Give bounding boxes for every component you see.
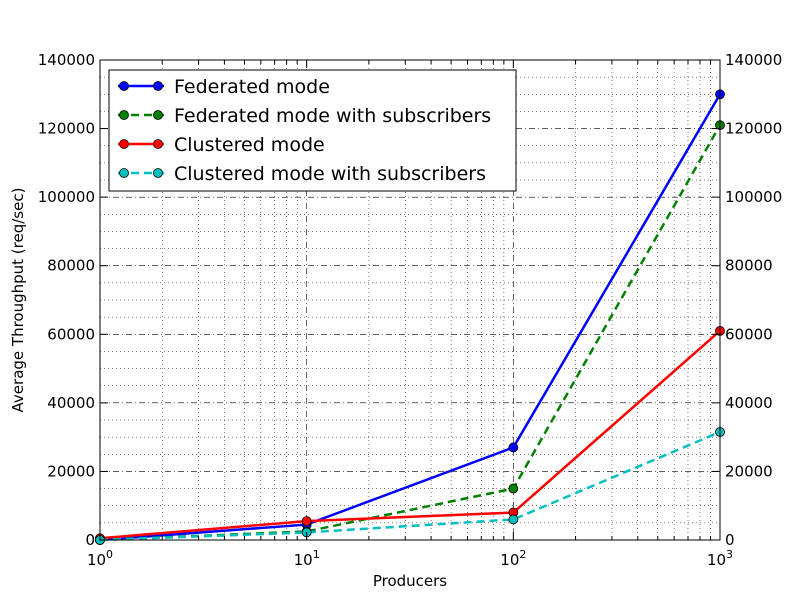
data-point xyxy=(301,516,312,527)
x-tick-label: 103 xyxy=(707,548,733,569)
legend-swatch-marker xyxy=(119,110,129,120)
x-axis-label: Producers xyxy=(373,572,447,590)
x-tick-label: 100 xyxy=(87,548,113,569)
legend-label: Clustered mode xyxy=(174,134,325,156)
y-tick-label-right: 100000 xyxy=(725,188,782,206)
y-axis-label: Average Throughput (req/sec) xyxy=(9,188,27,413)
y-tick-label-right: 40000 xyxy=(725,394,773,412)
data-point xyxy=(508,514,519,525)
legend-label: Federated mode xyxy=(174,76,330,98)
y-tick-label: 0 xyxy=(85,531,95,549)
series-line-1 xyxy=(99,124,722,542)
x-tick-label: 101 xyxy=(294,548,320,569)
data-point xyxy=(508,483,519,494)
y-tick-label-right: 140000 xyxy=(725,51,782,69)
legend-label: Federated mode with subscribers xyxy=(174,105,491,127)
legend-swatch-marker xyxy=(119,168,129,178)
y-tick-label-right: 80000 xyxy=(725,257,773,275)
legend: Federated mode Federated mode with subscr… xyxy=(108,69,517,192)
legend-label: Clustered mode with subscribers xyxy=(174,163,486,185)
series-line-0 xyxy=(99,93,722,542)
ticks: 0 0 20000 20000 40000 40000 60000 60000 80000 800… xyxy=(38,51,783,569)
y-tick-label-right: 60000 xyxy=(725,325,773,343)
y-tick-label: 60000 xyxy=(47,325,95,343)
y-tick-label: 20000 xyxy=(47,462,95,480)
x-tick-label: 102 xyxy=(500,548,526,569)
y-tick-label-right: 20000 xyxy=(725,462,773,480)
y-tick-label: 140000 xyxy=(38,51,95,69)
legend-swatch-marker xyxy=(153,168,163,178)
y-tick-label: 120000 xyxy=(38,120,95,138)
y-tick-label: 80000 xyxy=(47,257,95,275)
legend-swatch-marker xyxy=(153,110,163,120)
legend-swatch-marker xyxy=(153,81,163,91)
y-tick-label: 100000 xyxy=(38,188,95,206)
legend-swatch-marker xyxy=(119,81,129,91)
legend-swatch-marker xyxy=(119,139,129,149)
data-point xyxy=(508,442,519,453)
y-tick-label: 40000 xyxy=(47,394,95,412)
series-line-3 xyxy=(99,430,721,542)
y-tick-label-right: 0 xyxy=(725,531,735,549)
legend-swatch-marker xyxy=(153,139,163,149)
series-line-2 xyxy=(99,329,721,540)
y-tick-label-right: 120000 xyxy=(725,120,782,138)
legend-box xyxy=(108,69,517,192)
series-layer xyxy=(95,89,725,545)
plot-frame xyxy=(99,59,721,541)
